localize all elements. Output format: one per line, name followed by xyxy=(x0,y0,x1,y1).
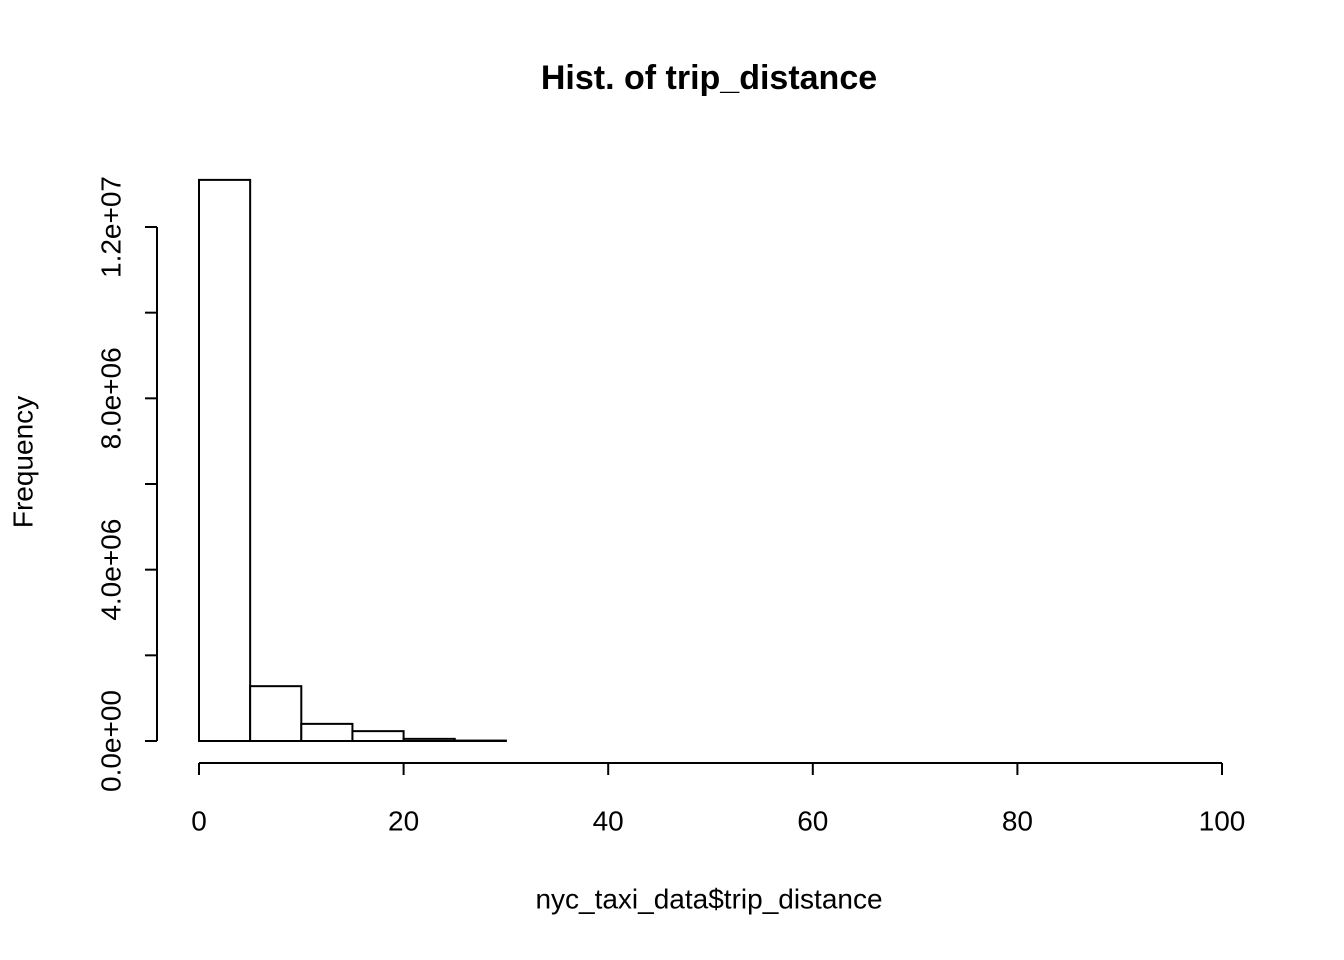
y-tick-label: 4.0e+06 xyxy=(95,519,126,621)
x-tick-label: 60 xyxy=(797,805,828,836)
y-tick-label: 0.0e+00 xyxy=(95,690,126,792)
x-axis-label: nyc_taxi_data$trip_distance xyxy=(535,883,882,914)
bar xyxy=(300,722,354,742)
y-tick-label: 1.2e+07 xyxy=(95,176,126,278)
y-tick-label: 8.0e+06 xyxy=(95,347,126,449)
bar xyxy=(249,685,303,743)
x-tick-label: 20 xyxy=(388,805,419,836)
x-tick-label: 0 xyxy=(191,805,207,836)
bar xyxy=(198,178,252,742)
x-tick-label: 80 xyxy=(1002,805,1033,836)
y-axis-label: Frequency xyxy=(7,396,38,528)
bar xyxy=(351,730,405,742)
x-tick-label: 40 xyxy=(593,805,624,836)
chart-title: Hist. of trip_distance xyxy=(541,59,877,97)
x-tick-label: 100 xyxy=(1199,805,1246,836)
bar xyxy=(402,737,456,743)
